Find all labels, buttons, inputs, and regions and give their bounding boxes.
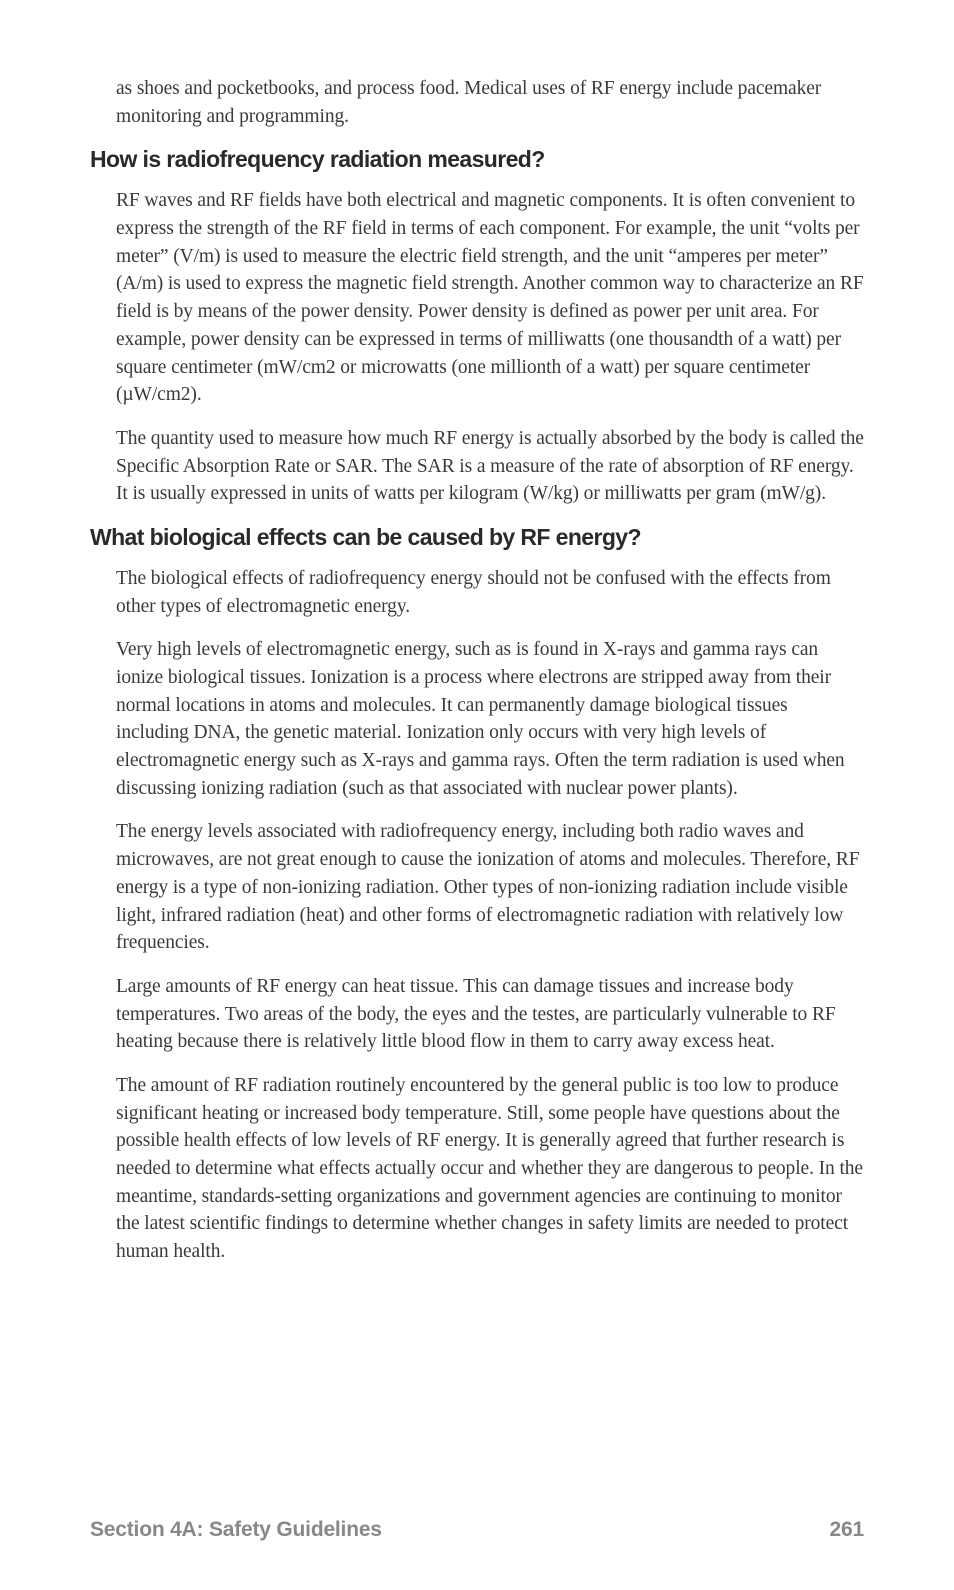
- section1-para1: RF waves and RF fields have both electri…: [116, 187, 864, 409]
- footer-page-number: 261: [830, 1518, 864, 1542]
- section2-para1: The biological effects of radiofrequency…: [116, 565, 864, 620]
- section1-para2: The quantity used to measure how much RF…: [116, 425, 864, 508]
- intro-paragraph: as shoes and pocketbooks, and process fo…: [116, 75, 864, 130]
- section2-para5: The amount of RF radiation routinely enc…: [116, 1072, 864, 1266]
- document-content: as shoes and pocketbooks, and process fo…: [90, 75, 864, 1266]
- section2-para2: Very high levels of electromagnetic ener…: [116, 636, 864, 802]
- heading-biological: What biological effects can be caused by…: [90, 524, 864, 551]
- page-footer: Section 4A: Safety Guidelines 261: [90, 1518, 864, 1542]
- section2-para4: Large amounts of RF energy can heat tiss…: [116, 973, 864, 1056]
- footer-section-label: Section 4A: Safety Guidelines: [90, 1518, 382, 1542]
- heading-measurement: How is radiofrequency radiation measured…: [90, 146, 864, 173]
- section2-para3: The energy levels associated with radiof…: [116, 818, 864, 956]
